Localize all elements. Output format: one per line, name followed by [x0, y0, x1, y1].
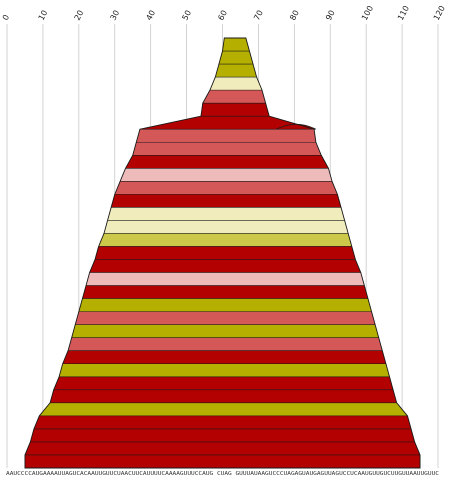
band-17 [89, 259, 362, 273]
mountain-outline [24, 37, 421, 469]
band-21 [74, 311, 376, 325]
sequence-label: AAUCCCCAUGAAAAUUAGUCACAAUUGUUCUAACUUCAUU… [6, 471, 439, 477]
band-13 [107, 207, 345, 221]
band-layer [24, 37, 421, 469]
band-22 [71, 324, 380, 338]
band-16 [94, 246, 356, 260]
band-30 [30, 428, 415, 443]
band-14 [103, 220, 349, 234]
band-27 [49, 389, 397, 404]
x-tick-label-110: 110 [396, 4, 411, 22]
outline-layer [24, 37, 421, 469]
band-4 [202, 89, 266, 104]
band-20 [78, 298, 372, 312]
x-tick-label-60: 60 [216, 9, 229, 22]
band-5 [200, 102, 270, 117]
band-2 [215, 63, 257, 78]
x-tick-label-20: 20 [73, 9, 86, 22]
x-axis-ticks: 0 10 20 30 40 50 60 70 80 90 100 110 120 [1, 4, 447, 22]
band-15 [98, 233, 353, 247]
band-11 [114, 181, 338, 195]
x-tick-label-40: 40 [144, 9, 157, 22]
band-3 [209, 76, 263, 91]
band-7 [136, 129, 317, 143]
band-32 [24, 454, 421, 469]
band-10 [119, 168, 333, 182]
band-9 [125, 155, 329, 169]
band-25 [58, 363, 390, 377]
band-0 [222, 37, 250, 52]
x-tick-label-90: 90 [324, 9, 337, 22]
band-1 [218, 50, 254, 65]
band-12 [110, 194, 342, 208]
band-8 [132, 142, 322, 156]
x-tick-label-70: 70 [252, 9, 265, 22]
x-tick-label-100: 100 [360, 4, 375, 22]
band-29 [33, 415, 412, 430]
x-tick-label-50: 50 [180, 9, 193, 22]
band-26 [53, 376, 394, 391]
x-tick-label-0: 0 [1, 13, 11, 22]
band-31 [24, 441, 421, 456]
band-24 [62, 350, 387, 364]
x-tick-label-10: 10 [37, 9, 50, 22]
x-tick-label-120: 120 [432, 4, 447, 22]
x-tick-label-30: 30 [109, 9, 122, 22]
band-28 [38, 402, 408, 417]
band-18 [85, 272, 365, 286]
x-tick-label-80: 80 [288, 9, 301, 22]
band-23 [67, 337, 383, 351]
band-19 [82, 285, 369, 299]
